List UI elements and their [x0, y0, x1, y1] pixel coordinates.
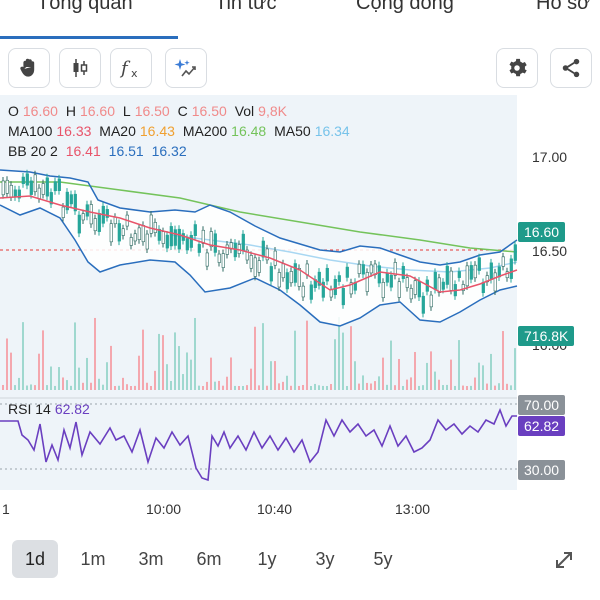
bb-value-1: 16.41: [65, 143, 101, 159]
share-button[interactable]: [550, 48, 592, 88]
time-tick-1300: 13:00: [395, 501, 431, 517]
low-value: 16.50: [134, 103, 170, 119]
tab-news[interactable]: Tin tức: [215, 0, 277, 14]
active-tab-indicator: [0, 36, 178, 39]
volume-badge: 716.8K: [518, 326, 575, 346]
candlestick-icon: [73, 59, 88, 77]
rsi-label: RSI 14: [8, 401, 51, 417]
volume-label: Vol: [234, 103, 255, 119]
range-1m-button[interactable]: 1m: [80, 549, 106, 569]
bb-value-3: 16.32: [151, 143, 187, 159]
indicator-function-button[interactable]: f x: [110, 48, 152, 88]
rsi-header-value: 62.82: [54, 401, 90, 417]
ai-draw-button[interactable]: [165, 48, 207, 88]
ma50-value: 16.34: [314, 123, 350, 139]
ma-header: MA100 16.33 MA20 16.43 MA200 16.48 MA50 16.3…: [8, 123, 354, 139]
ma20-value: 16.43: [139, 123, 175, 139]
bb-label: BB 20 2: [8, 143, 58, 159]
high-value: 16.60: [79, 103, 115, 119]
settings-button[interactable]: [496, 48, 538, 88]
ohlc-header: O 16.60 H 16.60 L 16.50 C 16.50 Vol 9,8K: [8, 103, 291, 119]
range-1d-button[interactable]: 1d: [12, 540, 58, 578]
high-label: H: [65, 103, 76, 119]
share-icon: [562, 58, 580, 78]
ma100-label: MA100: [8, 123, 53, 139]
open-value: 16.60: [22, 103, 58, 119]
rsi-value-badge: 62.82: [518, 416, 566, 436]
tab-overview[interactable]: Tổng quan: [37, 0, 133, 14]
sparkle-draw-icon: [174, 59, 196, 77]
chart-toolbar: f x: [0, 46, 600, 90]
last-price-badge: 16.60: [518, 222, 566, 242]
time-tick-1040: 10:40: [257, 501, 293, 517]
hand-tool-button[interactable]: [8, 48, 50, 88]
tab-bar: Tổng quan Tin tức Cộng đồng Hồ sơ: [0, 0, 600, 42]
svg-text:x: x: [131, 67, 138, 80]
open-label: O: [8, 103, 19, 119]
rsi-30-badge: 30.00: [518, 460, 566, 480]
ma200-value: 16.48: [231, 123, 267, 139]
range-selector: 1d 1m 3m 6m 1y 3y 5y: [0, 540, 600, 580]
volume-value: 9,8K: [258, 103, 287, 119]
bb-value-2: 16.51: [108, 143, 144, 159]
range-5y-button[interactable]: 5y: [373, 549, 393, 569]
close-label: C: [177, 103, 188, 119]
range-3m-button[interactable]: 3m: [138, 549, 164, 569]
price-tick-16-partial: 16.00: [532, 342, 567, 353]
fullscreen-button[interactable]: [552, 548, 576, 577]
gear-icon: [509, 58, 527, 77]
ma20-label: MA20: [99, 123, 136, 139]
tab-community[interactable]: Cộng đồng: [356, 0, 454, 14]
ma50-label: MA50: [274, 123, 311, 139]
rsi-70-badge: 70.00: [518, 395, 566, 415]
ma200-label: MA200: [182, 123, 228, 139]
function-icon: f x: [119, 58, 138, 80]
expand-icon: [556, 552, 572, 568]
range-1y-button[interactable]: 1y: [257, 549, 277, 569]
range-3y-button[interactable]: 3y: [315, 549, 335, 569]
hand-icon: [20, 58, 35, 77]
bb-header: BB 20 2 16.41 16.51 16.32: [8, 143, 191, 159]
ma100-value: 16.33: [56, 123, 92, 139]
svg-text:f: f: [119, 58, 131, 79]
close-value: 16.50: [191, 103, 227, 119]
candlestick-tool-button[interactable]: [59, 48, 101, 88]
tab-profile[interactable]: Hồ sơ: [536, 0, 591, 14]
time-tick-start: 1: [2, 501, 10, 517]
rsi-header: RSI 14 62.82: [8, 401, 94, 417]
low-label: L: [122, 103, 131, 119]
price-tick-17: 17.00: [532, 149, 568, 165]
range-6m-button[interactable]: 6m: [196, 549, 222, 569]
price-tick-16-50: 16.50: [532, 243, 568, 259]
time-tick-1000: 10:00: [146, 501, 182, 517]
